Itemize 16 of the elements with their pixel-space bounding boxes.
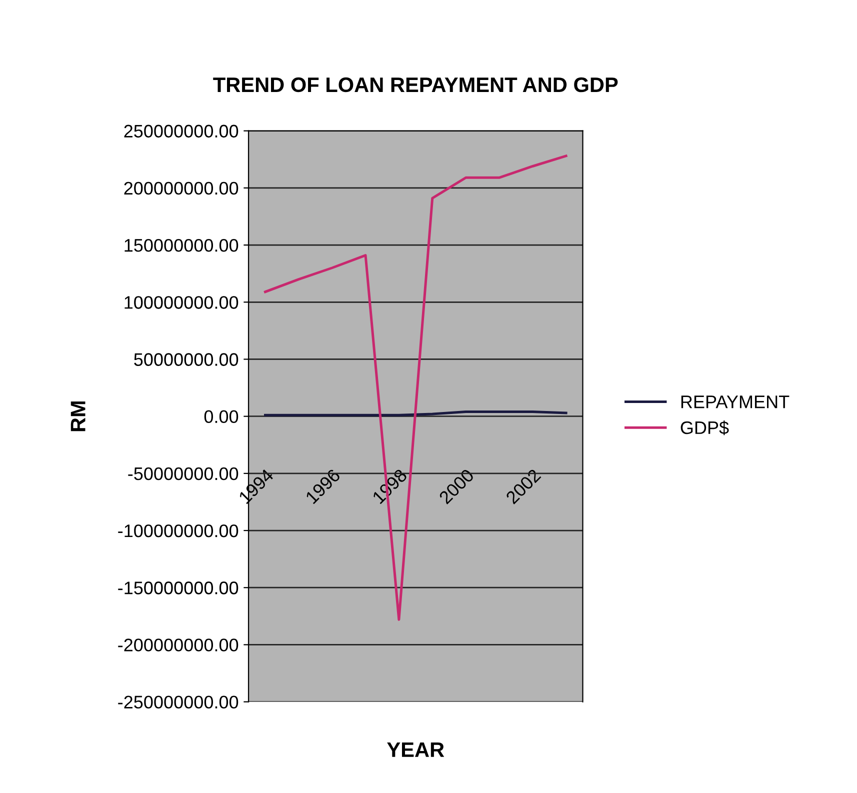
chart-title: TREND OF LOAN REPAYMENT AND GDP — [213, 77, 618, 92]
y-tick-label: 200000000.00 — [124, 182, 238, 195]
y-axis-title: RM — [70, 402, 86, 432]
y-tick-label: 100000000.00 — [124, 296, 238, 309]
y-tick-label: -200000000.00 — [118, 638, 238, 652]
y-tick-label: 250000000.00 — [124, 124, 238, 138]
y-tick-label: -50000000.00 — [128, 467, 238, 480]
legend-label: GDP$ — [680, 420, 729, 436]
y-tick-label: -250000000.00 — [118, 696, 238, 709]
x-axis-title: YEAR — [387, 742, 444, 757]
y-tick-label: 0.00 — [204, 410, 238, 424]
y-tick-label: 150000000.00 — [124, 238, 238, 252]
legend-label: REPAYMENT — [681, 396, 790, 408]
y-tick-label: 50000000.00 — [134, 353, 238, 366]
y-tick-label: -150000000.00 — [118, 582, 238, 594]
y-tick-label: -100000000.00 — [118, 524, 238, 538]
